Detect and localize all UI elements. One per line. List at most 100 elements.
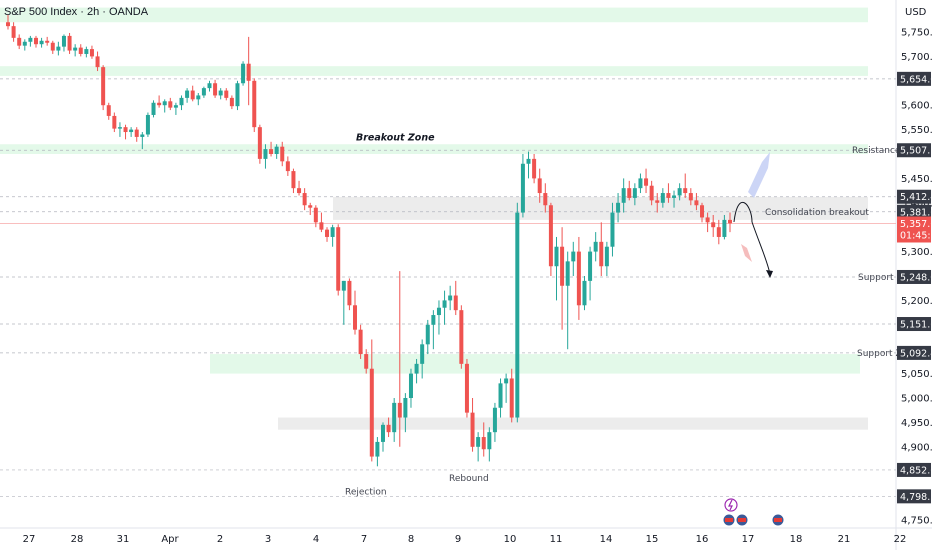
y-tick-label: 5,600.0 [901,101,932,112]
candle-body [649,185,654,201]
candle-body [403,398,408,418]
candle-body [532,158,537,179]
candle-body [313,207,318,223]
level-badge-label: 5,092.4 [900,348,932,359]
projection-arrowhead [766,270,773,278]
annotation-label: Breakout Zone [356,132,435,143]
candle-body [179,97,184,106]
zone-green [0,144,868,154]
y-tick-label: 5,450.0 [901,174,932,185]
y-tick-label: 5,050.0 [901,369,932,380]
candle-body [89,49,94,57]
candle-body [392,402,397,433]
candle-body [28,37,33,42]
candle-body [33,37,38,45]
candle-body [123,127,128,133]
candle-body [319,222,324,230]
candle-body [140,134,145,137]
candle-body [453,295,458,311]
candle-body [235,83,240,107]
candle-body [330,227,335,237]
candle-body [252,80,257,128]
candle-body [694,200,699,206]
lightning-bolt-icon [728,499,733,511]
candle-body [672,195,677,198]
candle-body [543,193,548,206]
candle-body [185,90,190,98]
candle-body [515,212,520,418]
candle-body [604,246,609,267]
level-badge-label: 5,654.0 [900,74,932,85]
candle-body [280,146,285,162]
candle-body [616,202,621,213]
candle-body [660,193,665,203]
candle-body [431,315,436,325]
x-tick-label: 28 [71,534,84,545]
candle-body [588,251,593,281]
candle-body [129,129,134,133]
x-tick-label: Apr [161,534,179,545]
candle-body [285,161,290,172]
candle-body [336,227,341,291]
candles-layer [6,14,732,467]
us-flag-stripes-icon [725,518,733,522]
zone-green [0,7,868,23]
candle-body [213,83,218,96]
candle-body [470,412,475,447]
candle-body [677,188,682,196]
candle-body [201,88,206,96]
candle-body [655,200,660,203]
annotations-layer: Breakout Zone Resistance line Consolidatio… [345,132,920,497]
candle-body [308,205,313,208]
candle-body [291,171,296,189]
x-tick-label: 22 [894,534,907,545]
candle-body [644,178,649,186]
candle-body [576,251,581,306]
x-tick-label: 11 [550,534,563,545]
candle-body [257,127,262,159]
candle-body [722,219,727,237]
candle-body [442,300,447,308]
candle-body [548,205,553,267]
candle-body [627,188,632,198]
candle-body [632,188,637,198]
candle-body [39,40,44,45]
x-tick-label: 17 [742,534,755,545]
candle-body [425,324,430,345]
candle-body [700,205,705,218]
x-tick-label: 31 [117,534,130,545]
candle-body [621,188,626,203]
y-tick-label: 5,000.0 [901,394,932,405]
candle-body [571,251,576,262]
candle-body [380,424,385,442]
candle-body [297,188,302,194]
x-tick-label: 4 [313,534,319,545]
candle-body [420,344,425,364]
candle-body [353,305,358,330]
candle-body [134,129,139,137]
candle-body [716,227,721,237]
y-tick-label: 5,200.0 [901,296,932,307]
level-badge-label: 5,381.6 [900,207,932,218]
level-badge [897,345,931,360]
candle-body [95,56,100,68]
candle-body [593,241,598,252]
candle-body [436,307,441,316]
lightning-event-icon[interactable] [724,498,738,512]
price-axis-labels: 5,750.0 5,700.0 5,600.0 5,550.0 5,450.0 5,400… [901,28,932,527]
candle-body [56,46,61,51]
candle-body [582,280,587,306]
candle-body [638,178,643,189]
candle-body [369,368,374,457]
x-tick-label: 27 [23,534,36,545]
candle-body [157,102,162,106]
candle-body [229,97,234,107]
candle-body [498,383,503,408]
us-flag-stripes-icon [738,518,746,522]
candle-body [481,437,486,450]
x-tick-label: 7 [361,534,367,545]
candle-body [196,95,201,100]
y-tick-label: 4,950.0 [901,418,932,429]
candle-body [728,219,732,224]
